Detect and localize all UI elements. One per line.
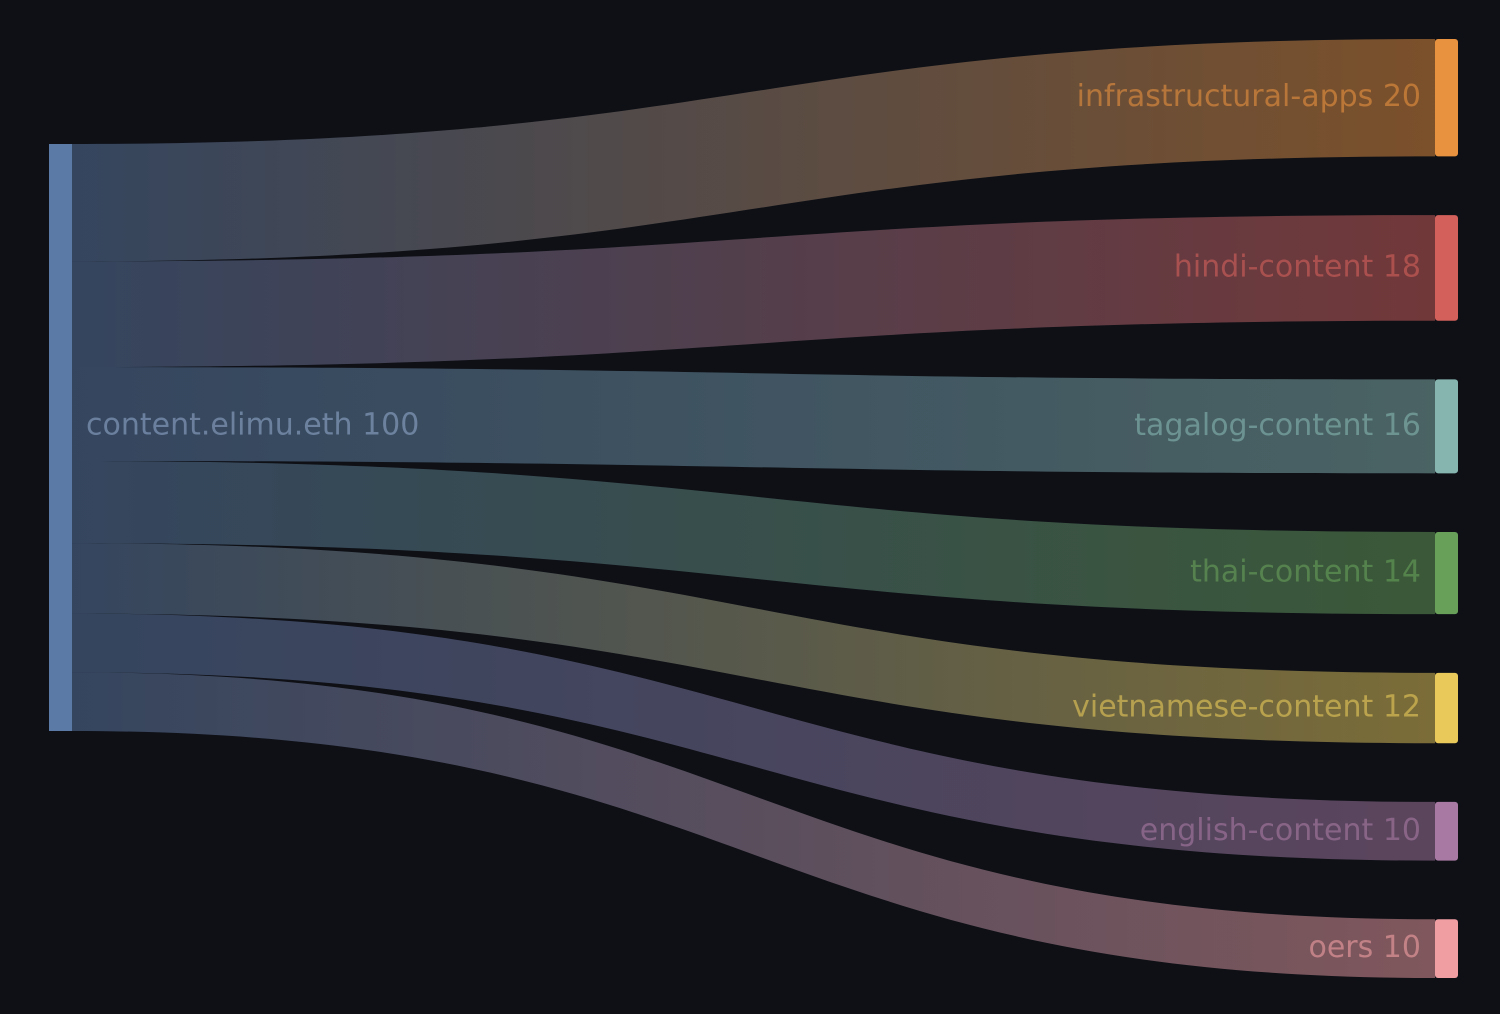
label-tagalog-content: tagalog-content 16 bbox=[1134, 408, 1421, 443]
node-infrastructural-apps bbox=[1435, 39, 1458, 157]
label-infrastructural-apps: infrastructural-apps 20 bbox=[1077, 79, 1421, 114]
label-content-elimu-eth: content.elimu.eth 100 bbox=[86, 407, 419, 442]
node-english-content bbox=[1435, 801, 1458, 861]
labels-group: infrastructural-apps 20 hindi-content 18 t… bbox=[86, 79, 1421, 965]
node-vietnamese-content bbox=[1435, 672, 1458, 744]
link-tagalog-content bbox=[72, 367, 1435, 474]
node-content-elimu-eth bbox=[49, 144, 72, 731]
link-hindi-content bbox=[72, 215, 1435, 368]
link-english-content bbox=[72, 613, 1435, 861]
node-tagalog-content bbox=[1435, 379, 1458, 474]
node-oers bbox=[1435, 919, 1458, 978]
node-hindi-content bbox=[1435, 215, 1458, 321]
link-vietnamese-content bbox=[72, 543, 1435, 744]
label-english-content: english-content 10 bbox=[1140, 813, 1421, 848]
link-thai-content bbox=[72, 460, 1435, 615]
nodes-group bbox=[49, 39, 1458, 978]
links-group bbox=[72, 39, 1435, 978]
label-thai-content: thai-content 14 bbox=[1190, 555, 1421, 590]
label-vietnamese-content: vietnamese-content 12 bbox=[1072, 690, 1421, 725]
link-infrastructural-apps bbox=[72, 39, 1435, 262]
link-oers bbox=[72, 672, 1435, 978]
node-thai-content bbox=[1435, 531, 1458, 615]
label-oers: oers 10 bbox=[1309, 930, 1422, 965]
label-hindi-content: hindi-content 18 bbox=[1174, 249, 1421, 284]
